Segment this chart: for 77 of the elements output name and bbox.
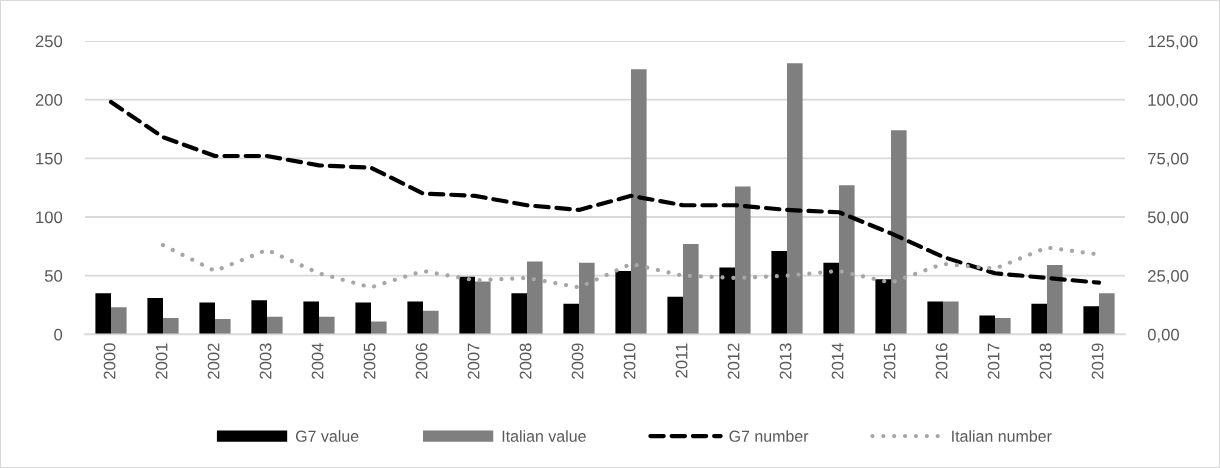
bar bbox=[475, 281, 491, 335]
legend-label: G7 number bbox=[729, 430, 809, 442]
x-tick-label: 2000 bbox=[103, 343, 116, 379]
x-tick-label: 2007 bbox=[467, 343, 480, 379]
x-tick-label: 2001 bbox=[155, 343, 168, 379]
legend-label: G7 value bbox=[295, 430, 359, 442]
y-tick-label: 250 bbox=[35, 35, 63, 48]
y-tick-label: 0 bbox=[54, 328, 63, 341]
y2-tick-label: 125,00 bbox=[1148, 35, 1198, 50]
x-tick-label: 2010 bbox=[623, 343, 636, 379]
bar bbox=[111, 307, 127, 335]
bar bbox=[147, 297, 163, 335]
y-tick-label: 150 bbox=[36, 152, 63, 165]
bar bbox=[371, 321, 387, 335]
legend-label: Italian value bbox=[502, 430, 586, 442]
bar bbox=[891, 130, 907, 335]
bar bbox=[423, 310, 439, 335]
bar bbox=[875, 279, 891, 335]
bar bbox=[303, 301, 319, 335]
x-tick-label: 2009 bbox=[571, 343, 584, 379]
bar bbox=[267, 316, 283, 335]
bar bbox=[459, 276, 475, 335]
bar bbox=[95, 293, 111, 335]
bar bbox=[979, 315, 995, 335]
bar bbox=[839, 185, 855, 335]
y-tick-label: 50 bbox=[44, 270, 63, 282]
bar bbox=[215, 319, 231, 335]
x-tick-label: 2014 bbox=[831, 343, 844, 379]
x-tick-label: 2011 bbox=[675, 343, 688, 378]
y-tick-label: 200 bbox=[35, 94, 63, 106]
bar bbox=[1047, 265, 1063, 335]
x-tick-label: 2018 bbox=[1039, 343, 1052, 379]
x-tick-label: 2012 bbox=[727, 343, 740, 379]
bar bbox=[787, 63, 803, 335]
bar bbox=[735, 186, 751, 335]
x-tick-label: 2004 bbox=[311, 343, 324, 379]
y2-tick-label: 50,00 bbox=[1147, 211, 1189, 226]
bar bbox=[771, 251, 787, 335]
bar bbox=[319, 316, 335, 335]
y2-tick-label: 100,00 bbox=[1148, 94, 1198, 108]
y2-tick-label: 25,00 bbox=[1148, 270, 1189, 284]
y2-tick-label: 75,00 bbox=[1148, 152, 1189, 167]
bar bbox=[407, 301, 423, 335]
y-tick-label: 100 bbox=[36, 211, 63, 224]
x-tick-label: 2002 bbox=[207, 343, 220, 379]
bar bbox=[943, 301, 959, 335]
bar bbox=[1099, 293, 1115, 335]
x-tick-label: 2015 bbox=[883, 343, 896, 379]
x-tick-label: 2003 bbox=[259, 343, 272, 379]
bar bbox=[683, 243, 699, 335]
bar bbox=[1083, 306, 1099, 335]
legend-label: Italian number bbox=[952, 430, 1052, 442]
x-tick-label: 2008 bbox=[519, 343, 532, 379]
x-tick-label: 2006 bbox=[415, 343, 428, 379]
bar bbox=[563, 303, 579, 335]
bar bbox=[163, 317, 179, 335]
x-tick-label: 2019 bbox=[1091, 343, 1104, 379]
bar bbox=[199, 302, 215, 335]
bar bbox=[995, 317, 1011, 335]
bar bbox=[719, 267, 735, 335]
bar bbox=[251, 300, 267, 335]
bar bbox=[355, 302, 371, 335]
line-series bbox=[108, 99, 1102, 285]
bar bbox=[579, 262, 595, 335]
x-tick-label: 2013 bbox=[779, 343, 792, 379]
y2-tick-label: 0,00 bbox=[1147, 328, 1180, 343]
bar bbox=[631, 69, 647, 335]
bar bbox=[927, 301, 943, 335]
bar bbox=[615, 270, 631, 335]
bar bbox=[667, 296, 683, 335]
x-tick-label: 2005 bbox=[363, 343, 376, 379]
bar bbox=[823, 262, 839, 335]
x-tick-label: 2017 bbox=[987, 343, 1000, 379]
bar bbox=[511, 293, 527, 335]
bar bbox=[527, 261, 543, 335]
bar bbox=[1031, 303, 1047, 335]
x-tick-label: 2016 bbox=[935, 343, 948, 379]
